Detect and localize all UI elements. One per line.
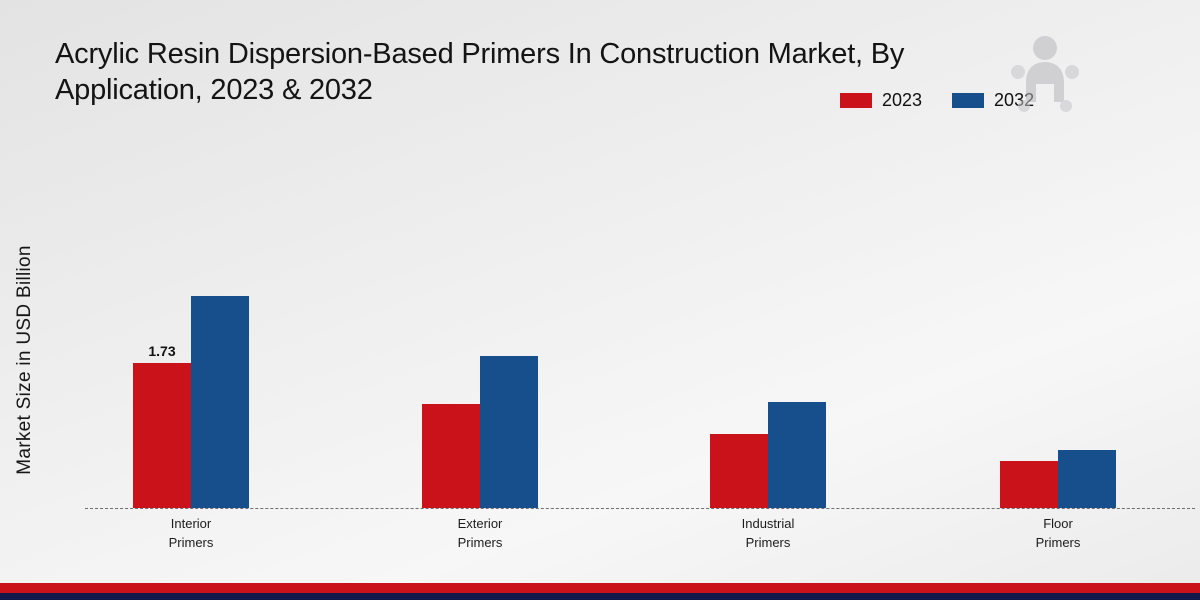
bar-2023-industrial-primers [710,434,768,508]
category-label-industrial-primers: Industrial Primers [741,516,795,550]
legend-swatch-2032 [952,93,985,108]
footer-red-stripe [0,583,1200,593]
x-axis-baseline [85,508,1195,509]
bar-2032-floor-primers [1058,450,1116,508]
bar-2032-exterior-primers [480,356,538,508]
category-label-floor-primers: Floor Primers [1035,516,1081,550]
watermark-logo [1011,36,1079,112]
bar-2023-exterior-primers [422,404,480,508]
bar-2032-industrial-primers [768,402,826,508]
legend-swatch-2023 [840,93,872,108]
legend-item-2023: 2023 [840,90,922,111]
category-label-exterior-primers: Exterior Primers [457,516,503,550]
footer-navy-stripe [0,593,1200,600]
bar-2023-floor-primers [1000,461,1058,508]
category-label-interior-primers: Interior Primers [168,516,214,550]
legend-label-2023: 2023 [882,90,923,110]
bar-2023-interior-primers [133,363,191,508]
bar-value-label: 1.73 [148,343,176,359]
bar-2032-interior-primers [191,296,249,508]
chart-title: Acrylic Resin Dispersion-Based Primers I… [55,38,905,107]
